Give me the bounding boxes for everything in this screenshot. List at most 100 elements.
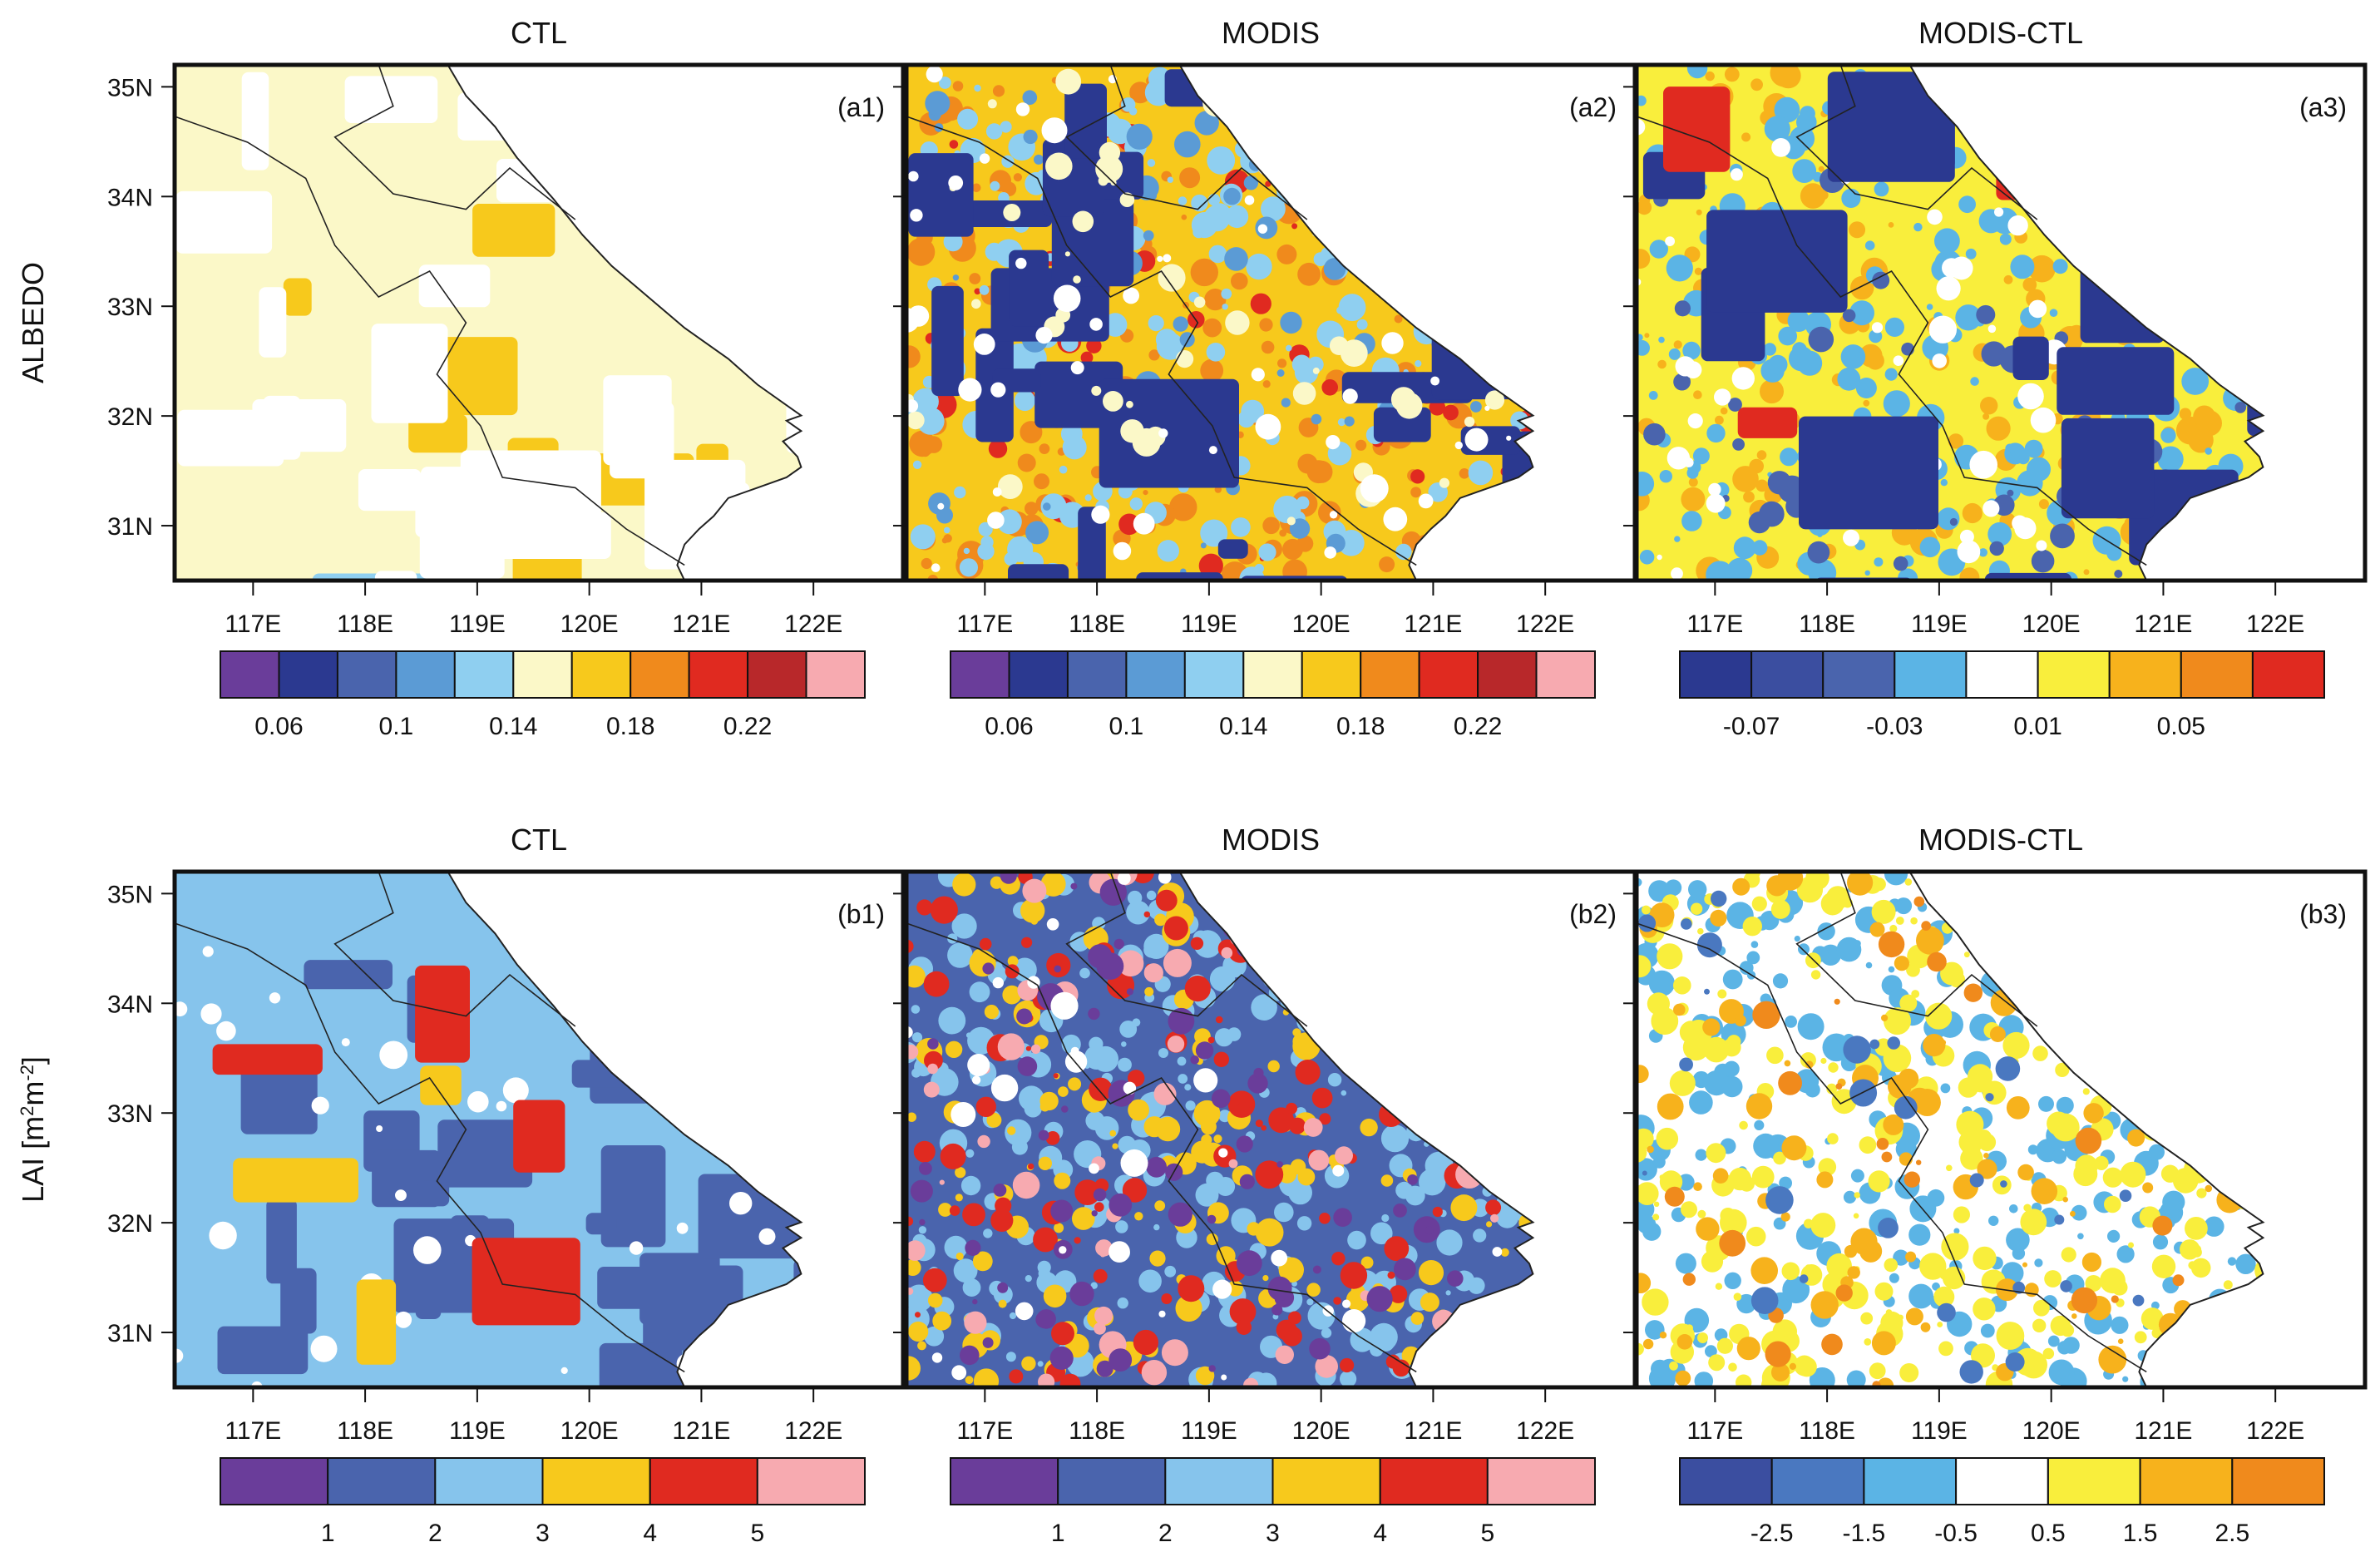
x-tick-label: 119E xyxy=(449,610,506,638)
colorbar-label: 0.05 xyxy=(2157,713,2205,740)
colorbar-box xyxy=(220,1457,329,1505)
province-boundary xyxy=(1065,64,1308,220)
colorbar-label: 4 xyxy=(1373,1520,1387,1547)
panel-title: CTL xyxy=(511,823,567,857)
x-tick-label: 119E xyxy=(1911,610,1968,638)
map-panel-b3 xyxy=(1623,869,2368,1505)
x-tick-label: 119E xyxy=(1181,610,1237,638)
panel-frame xyxy=(172,869,906,1390)
colorbar-box xyxy=(1271,1457,1381,1505)
x-tick-label: 119E xyxy=(449,1417,506,1445)
colorbar-box xyxy=(630,650,690,699)
province-boundary xyxy=(1636,116,2147,566)
colorbar-label: 0.18 xyxy=(1336,713,1385,740)
colorbar-label: 0.06 xyxy=(254,713,303,740)
x-tick-label: 117E xyxy=(956,610,1013,638)
map-panel-a2 xyxy=(893,62,1637,699)
colorbar-box xyxy=(1894,650,1968,699)
x-tick-label: 120E xyxy=(1292,1417,1350,1445)
x-tick-label: 121E xyxy=(1404,610,1462,638)
panel-title: MODIS-CTL xyxy=(1918,823,2083,857)
x-tick-label: 122E xyxy=(784,1417,842,1445)
colorbar-box xyxy=(2251,650,2325,699)
y-tick-label: 32N xyxy=(107,1210,153,1238)
colorbar-box xyxy=(1360,650,1420,699)
map-panel-b2 xyxy=(893,869,1637,1505)
colorbar-box xyxy=(2108,650,2182,699)
y-tick-label: 34N xyxy=(107,184,153,211)
map-panel-a3 xyxy=(1623,62,2368,699)
row-label: LAI [m2m-2] xyxy=(16,1056,50,1203)
colorbar-label: 0.06 xyxy=(985,713,1033,740)
panel-title: MODIS xyxy=(1222,823,1320,857)
x-tick-label: 117E xyxy=(225,1417,281,1445)
colorbar-box xyxy=(747,650,807,699)
colorbar-box xyxy=(395,650,456,699)
colorbar-box xyxy=(1486,1457,1597,1505)
colorbar-box xyxy=(1183,650,1245,699)
colorbar-label: 0.14 xyxy=(1219,713,1267,740)
colorbar-box xyxy=(327,1457,437,1505)
colorbar-box xyxy=(2047,1457,2141,1505)
province-boundary xyxy=(333,871,576,1027)
panel-frame xyxy=(1634,62,2368,583)
province-boundary xyxy=(906,116,1417,566)
province-boundary xyxy=(174,922,685,1373)
colorbar-box xyxy=(220,650,280,699)
x-tick-label: 120E xyxy=(560,610,619,638)
colorbar-box xyxy=(2139,1457,2234,1505)
colorbar-box xyxy=(688,650,749,699)
colorbar-box xyxy=(1066,650,1128,699)
colorbar-box xyxy=(453,650,515,699)
colorbar-box xyxy=(2231,1457,2326,1505)
colorbar-a1 xyxy=(220,650,866,699)
colorbar-box xyxy=(1242,650,1303,699)
panel-tag: (b3) xyxy=(2299,899,2347,929)
colorbar-box xyxy=(278,650,338,699)
colorbar-label: 0.18 xyxy=(606,713,654,740)
colorbar-label: -0.07 xyxy=(1723,713,1780,740)
colorbar-box xyxy=(1863,1457,1958,1505)
colorbar-label: 0.1 xyxy=(379,713,414,740)
coastline xyxy=(906,871,1535,1388)
x-tick-label: 117E xyxy=(225,610,281,638)
map-panel-a1 xyxy=(161,62,906,699)
x-tick-label: 118E xyxy=(1069,1417,1125,1445)
colorbar-box xyxy=(336,650,397,699)
coastline xyxy=(174,871,803,1388)
x-tick-label: 121E xyxy=(2134,610,2192,638)
colorbar-box xyxy=(1679,650,1753,699)
colorbar-label: 0.14 xyxy=(489,713,537,740)
colorbar-box xyxy=(541,1457,651,1505)
x-tick-label: 118E xyxy=(1799,610,1855,638)
colorbar-box xyxy=(950,1457,1059,1505)
colorbar-label: 4 xyxy=(643,1520,657,1547)
colorbar-box xyxy=(2037,650,2111,699)
panel-tag: (b1) xyxy=(837,899,885,929)
panel-title: MODIS xyxy=(1222,16,1320,50)
x-tick-label: 118E xyxy=(337,1417,393,1445)
y-tick-label: 31N xyxy=(107,1320,153,1347)
colorbar-box xyxy=(1125,650,1186,699)
colorbar-box xyxy=(1008,650,1069,699)
x-tick-label: 119E xyxy=(1181,1417,1237,1445)
x-tick-label: 122E xyxy=(1516,610,1574,638)
colorbar-label: 3 xyxy=(1266,1520,1280,1547)
x-tick-label: 121E xyxy=(2134,1417,2192,1445)
x-tick-label: 122E xyxy=(1516,1417,1574,1445)
colorbar-label: 1.5 xyxy=(2123,1520,2158,1547)
x-tick-label: 120E xyxy=(1292,610,1350,638)
colorbar-box xyxy=(950,650,1010,699)
panel-tag: (a3) xyxy=(2299,92,2347,122)
colorbar-label: 2.5 xyxy=(2215,1520,2249,1547)
coastline xyxy=(1636,64,2265,581)
panel-title: MODIS-CTL xyxy=(1918,16,2083,50)
x-tick-label: 118E xyxy=(1799,1417,1855,1445)
colorbar-box xyxy=(1477,650,1538,699)
colorbar-box xyxy=(1535,650,1596,699)
colorbar-box xyxy=(1164,1457,1274,1505)
y-tick-label: 33N xyxy=(107,1100,153,1128)
coastline xyxy=(1636,871,2265,1388)
province-boundary xyxy=(1065,871,1308,1027)
